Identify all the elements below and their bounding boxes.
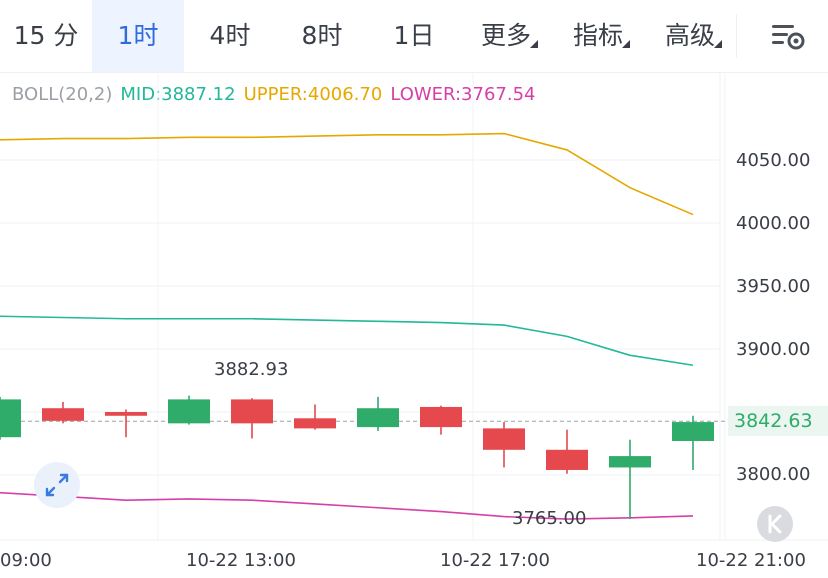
dropdown-triangle-icon — [530, 40, 538, 48]
price-axis-label: 3800.00 — [736, 464, 811, 485]
boll-upper-value: UPPER:4006.70 — [243, 84, 383, 105]
price-axis-label: 3950.00 — [736, 276, 811, 297]
last-price-tag: 3842.63 — [728, 406, 828, 436]
expand-chart-button[interactable] — [34, 462, 80, 508]
time-axis-label: 10-22 21:00 — [696, 550, 806, 571]
boll-legend: BOLL(20,2) MID:3887.12 UPPER:4006.70 LOWER:… — [12, 84, 544, 105]
low-price-annotation: 3765.00 — [512, 508, 587, 529]
chart-settings-icon[interactable] — [770, 20, 806, 52]
candle-body — [42, 408, 84, 421]
tab-more[interactable]: 更多 — [460, 0, 552, 72]
candle-body — [672, 422, 714, 441]
tab-15min[interactable]: 15 分 — [13, 21, 79, 50]
candle-body — [105, 412, 147, 416]
candle-body — [168, 399, 210, 424]
dropdown-triangle-icon — [714, 40, 722, 48]
candle-body — [609, 456, 651, 468]
time-axis-label: 09:00 — [0, 550, 52, 571]
high-price-annotation: 3882.93 — [214, 359, 289, 380]
timeframe-tabbar: 15 分 1时 4时 8时 1日 更多 指标 高级 — [0, 0, 828, 73]
tab-indicators[interactable]: 指标 — [552, 0, 644, 72]
tab-8h[interactable]: 8时 — [301, 21, 343, 50]
time-axis-label: 10-22 13:00 — [186, 550, 296, 571]
candle-body — [420, 406, 462, 428]
price-axis-label: 4000.00 — [736, 213, 811, 234]
expand-arrows-icon — [45, 473, 69, 497]
k-line-icon — [768, 514, 782, 534]
candle-body — [0, 399, 21, 438]
tab-4h[interactable]: 4时 — [209, 21, 251, 50]
dropdown-triangle-icon — [622, 40, 630, 48]
boll-mid-line — [0, 315, 694, 367]
kline-toggle-button[interactable] — [757, 506, 793, 542]
candle-body — [546, 449, 588, 470]
tab-divider — [736, 14, 737, 58]
candle-body — [483, 428, 525, 450]
tab-advanced[interactable]: 高级 — [644, 0, 736, 72]
price-axis-label: 4050.00 — [736, 150, 811, 171]
boll-mid-value: MID:3887.12 — [120, 84, 236, 105]
price-axis-label: 3900.00 — [736, 339, 811, 360]
boll-lower-value: LOWER:3767.54 — [390, 84, 536, 105]
candle-body — [231, 399, 273, 424]
candle-body — [294, 418, 336, 429]
time-axis-label: 10-22 17:00 — [440, 550, 550, 571]
tab-1d[interactable]: 1日 — [393, 21, 435, 50]
tab-1h[interactable]: 1时 — [92, 0, 184, 72]
boll-upper-line — [0, 132, 694, 216]
boll-name: BOLL(20,2) — [12, 84, 113, 105]
candle-body — [357, 408, 399, 428]
boll-lower-line — [0, 491, 694, 520]
